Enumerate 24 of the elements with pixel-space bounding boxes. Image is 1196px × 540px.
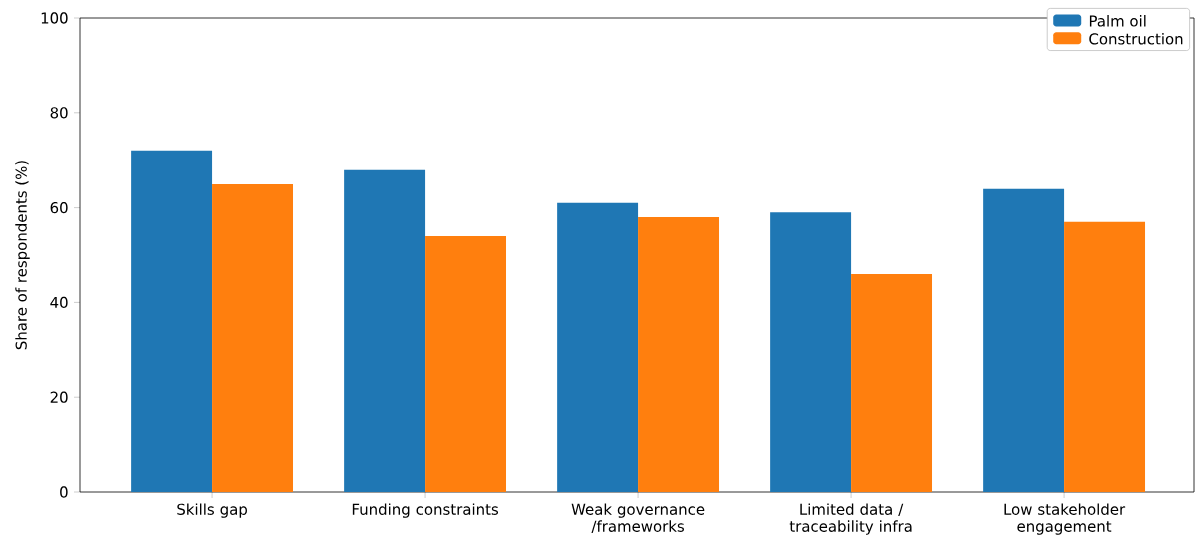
y-tick-label: 0 <box>60 486 68 498</box>
y-tick-label: 40 <box>50 296 68 309</box>
bar <box>851 273 933 492</box>
y-tick-label: 100 <box>41 12 68 24</box>
legend-label: Palm oil <box>1089 15 1146 27</box>
x-tick-label: Weak governance /frameworks <box>571 503 705 534</box>
x-tick-label: Skills gap <box>177 503 247 518</box>
legend-label: Construction <box>1089 32 1183 45</box>
bar <box>557 202 639 492</box>
bar <box>131 150 213 492</box>
x-tick-label: Funding constraints <box>352 503 499 518</box>
bar <box>212 183 294 492</box>
y-tick-label: 80 <box>50 107 68 119</box>
bar <box>425 236 507 492</box>
bar <box>638 217 720 492</box>
bar <box>1064 221 1146 492</box>
bar <box>983 188 1065 492</box>
x-tick-label: Low stakeholder engagement <box>1004 503 1126 535</box>
y-tick-label: 20 <box>50 391 68 403</box>
y-axis-title: Share of respondents (%) <box>15 161 30 350</box>
x-tick-label: Limited data / traceability infra <box>789 503 912 535</box>
y-tick-label: 60 <box>50 201 68 214</box>
bar <box>344 169 426 492</box>
bar <box>770 212 852 492</box>
